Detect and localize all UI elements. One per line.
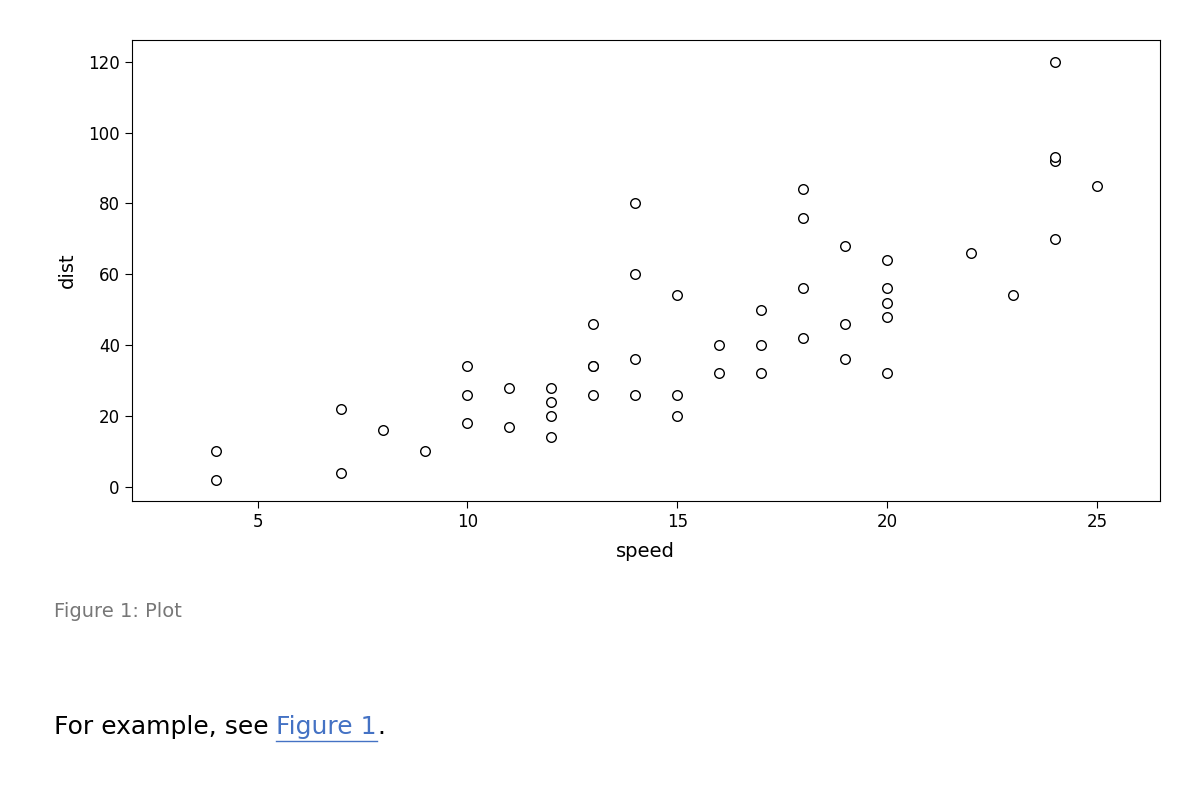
Point — [584, 360, 603, 372]
Point — [794, 282, 813, 295]
Point — [667, 289, 687, 302]
Point — [794, 331, 813, 344]
Point — [206, 445, 225, 458]
Point — [752, 339, 771, 351]
Point — [458, 388, 477, 401]
Point — [878, 282, 897, 295]
Point — [794, 183, 813, 196]
Text: .: . — [377, 715, 385, 739]
Point — [667, 410, 687, 423]
Point — [1045, 233, 1064, 246]
Point — [1087, 179, 1106, 192]
Point — [416, 445, 435, 458]
Point — [1045, 151, 1064, 164]
Point — [1003, 289, 1023, 302]
Point — [667, 388, 687, 401]
Point — [794, 211, 813, 224]
Point — [752, 367, 771, 380]
Point — [542, 381, 561, 394]
Point — [878, 367, 897, 380]
Point — [500, 420, 519, 433]
Point — [836, 318, 855, 330]
Y-axis label: dist: dist — [57, 253, 77, 288]
Point — [542, 431, 561, 444]
Text: Figure 1: Figure 1 — [276, 715, 377, 739]
Point — [626, 388, 645, 401]
Point — [878, 296, 897, 309]
Point — [626, 267, 645, 280]
Point — [584, 360, 603, 372]
Point — [836, 353, 855, 366]
Point — [836, 239, 855, 252]
Point — [709, 339, 728, 351]
Point — [374, 423, 393, 436]
Point — [458, 360, 477, 372]
Point — [752, 303, 771, 316]
Point — [542, 395, 561, 408]
Text: Figure 1: Plot: Figure 1: Plot — [54, 602, 182, 621]
Point — [1045, 154, 1064, 167]
X-axis label: speed: speed — [616, 542, 676, 561]
Point — [878, 254, 897, 267]
Point — [458, 417, 477, 430]
Point — [709, 367, 728, 380]
Point — [1045, 55, 1064, 68]
Point — [332, 466, 352, 479]
Point — [626, 197, 645, 210]
Text: For example, see: For example, see — [54, 715, 276, 739]
Point — [206, 473, 225, 486]
Point — [962, 246, 981, 259]
Point — [332, 402, 352, 415]
Point — [584, 318, 603, 330]
Point — [878, 310, 897, 323]
Point — [626, 353, 645, 366]
Point — [500, 381, 519, 394]
Point — [542, 410, 561, 423]
Point — [584, 388, 603, 401]
